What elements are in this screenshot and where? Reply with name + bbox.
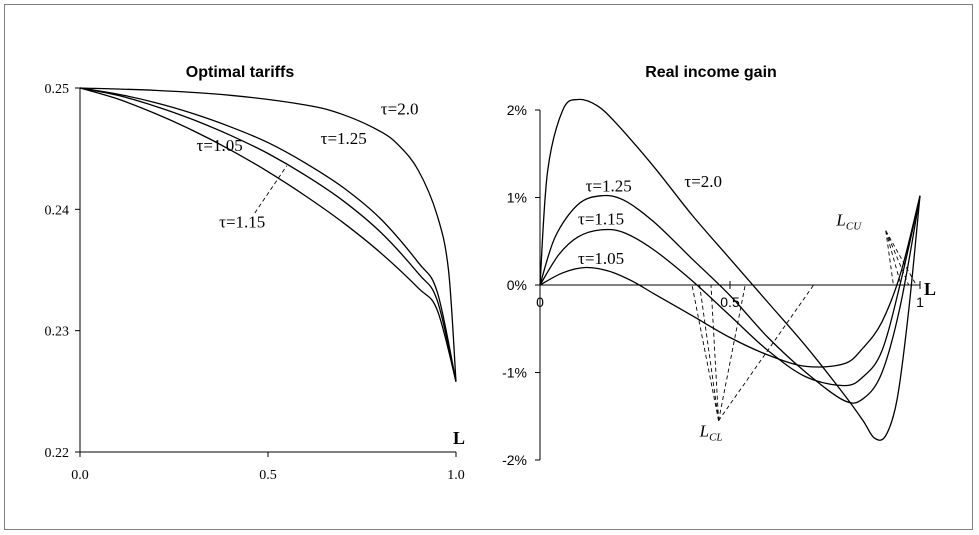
left-curve-1-15 [79,87,457,382]
annotation-subscript: CL [709,431,722,443]
figure-frame [4,4,973,530]
right-y-tick-label: -1% [502,365,527,381]
annotation-lcu: LCU [835,211,862,233]
right-x-tick-label: 1 [916,294,924,310]
right-annotations: LCL LCU [691,211,917,443]
right-x-tick-label: 0.5 [720,294,740,310]
leader-lcl [691,284,720,421]
left-curve-1-25 [79,87,457,382]
right-curve-1-05 [539,195,921,368]
right-series-label-1-15: τ=1.15 [578,210,624,229]
real-income-gain-chart: Real income gain 2% 1% 0% -1% -2% 0 0.5 1 τ=2.0… [502,64,936,468]
left-series-labels: τ=2.0 τ=1.25 τ=1.05 τ=1.15 [197,100,419,232]
left-curve-1-05 [79,87,457,382]
left-curve-2-0 [79,87,457,382]
leader-lcl [699,284,720,421]
left-y-tick-label: 0.25 [45,82,70,97]
leader-lcu [885,230,910,286]
right-y-tick-label: 1% [507,190,527,206]
right-y-tick-label: 0% [507,277,527,293]
right-curve-1-15 [539,195,921,387]
left-series-label-1-15: τ=1.15 [219,213,265,232]
left-x-tick-label: 1.0 [447,468,465,483]
right-curve-1-25 [539,194,921,404]
right-axes: 2% 1% 0% -1% -2% 0 0.5 1 [502,102,924,468]
leader-lcl [710,284,720,421]
left-axes: 0.22 0.23 0.24 0.25 0.0 0.5 1.0 [45,82,465,483]
leader-lcu [885,230,917,286]
left-x-tick-label: 0.5 [259,468,277,483]
right-x-axis-label: L [924,279,936,299]
right-y-tick-label: 2% [507,102,527,118]
right-y-tick-label: -2% [502,452,527,468]
leader-lcu [885,230,902,286]
left-curves [79,87,457,382]
optimal-tariffs-chart: Optimal tariffs 0.22 0.23 0.24 0.25 0.0 0.5 1.… [45,64,466,483]
annotation-lcl: LCL [699,421,723,443]
left-series-label-2-0: τ=2.0 [381,100,419,119]
left-y-tick-label: 0.22 [45,446,70,461]
right-series-label-1-05: τ=1.05 [578,249,624,268]
leader-lcu [885,230,894,286]
right-curve-2-0 [539,98,921,441]
right-x-tick-label: 0 [536,294,544,310]
left-label-leader [254,165,288,214]
annotation-subscript: CU [846,221,862,233]
left-series-label-1-25: τ=1.25 [321,129,367,148]
right-series-label-2-0: τ=2.0 [684,172,722,191]
right-chart-title: Real income gain [645,64,777,81]
left-series-label-1-05: τ=1.05 [197,136,243,155]
right-series-labels: τ=2.0 τ=1.25 τ=1.15 τ=1.05 [578,172,722,268]
leader-lcl [718,284,746,421]
left-y-tick-label: 0.23 [45,325,70,340]
left-chart-title: Optimal tariffs [186,64,295,81]
left-x-axis-label: L [453,428,465,448]
left-y-tick-label: 0.24 [45,203,70,218]
right-series-label-1-25: τ=1.25 [586,176,632,195]
left-x-tick-label: 0.0 [71,468,89,483]
right-curves [539,98,921,441]
